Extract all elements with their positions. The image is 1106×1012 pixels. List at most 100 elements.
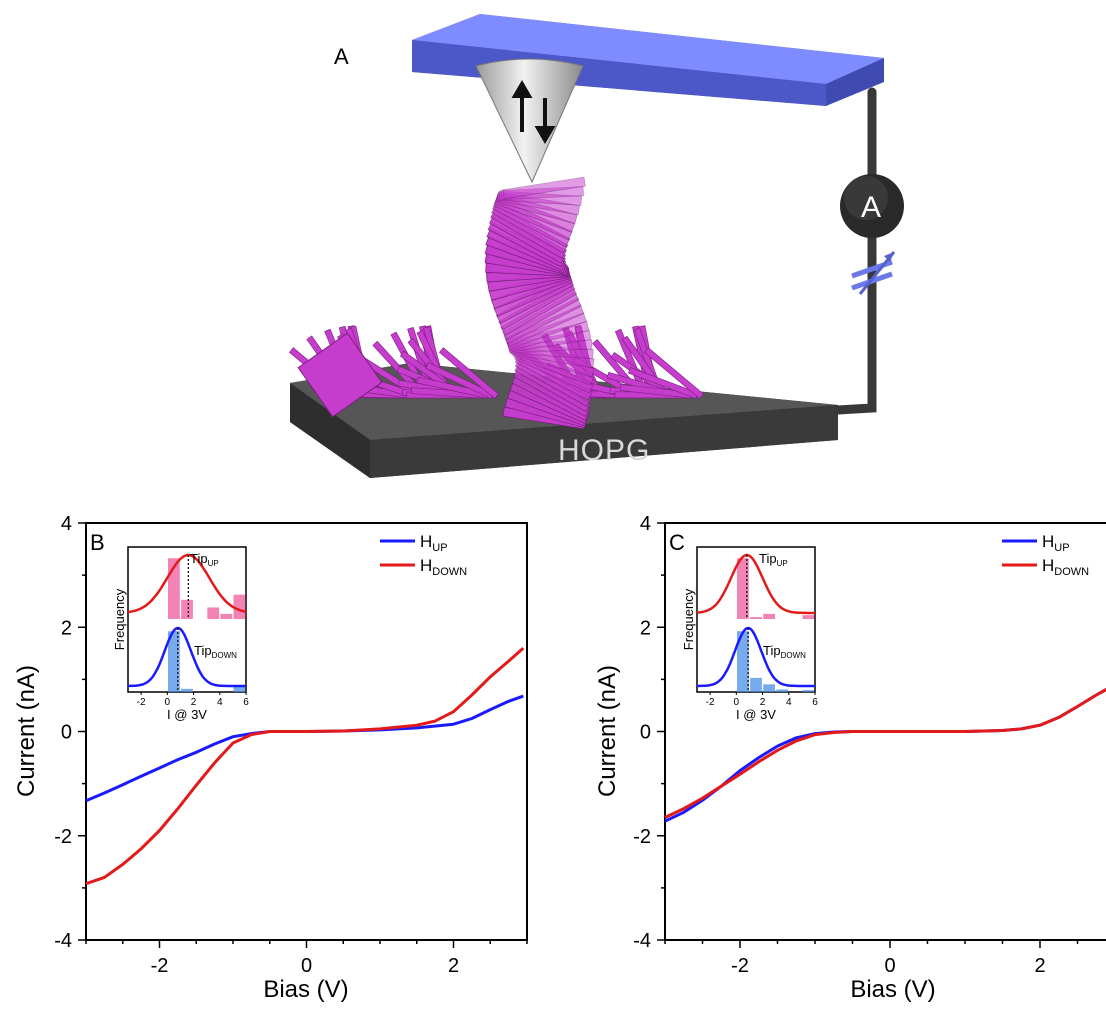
- inset-x-tick-label: 4: [786, 697, 792, 708]
- chart-c-panel-label: C: [669, 530, 685, 555]
- inset-y-axis-title: Frequency: [112, 588, 127, 650]
- inset-bar-up: [167, 558, 180, 619]
- voltage-source-icon: [851, 251, 896, 295]
- x-tick-label: 0: [301, 955, 312, 977]
- hopg-label: HOPG: [558, 434, 650, 467]
- svg-text:HDOWN: HDOWN: [420, 556, 467, 578]
- inset-x-tick-label: -2: [137, 697, 146, 708]
- legend-label-up-main: H: [420, 532, 432, 551]
- chart-b: -2 0 2 -4 -2 0 2 4 B Bias (V) Current (nA) HUP…: [13, 513, 528, 1003]
- inset-x-tick-label: -2: [706, 697, 715, 708]
- helix-end-plate: [297, 332, 383, 418]
- x-tick-label: -2: [731, 955, 749, 977]
- svg-text:HUP: HUP: [420, 532, 448, 554]
- x-tick-label: -2: [151, 955, 169, 977]
- y-tick-label: -4: [54, 930, 72, 952]
- chart-c-x-axis-title: Bias (V): [850, 976, 935, 1003]
- inset-y-axis-title: Frequency: [681, 588, 696, 650]
- y-tick-label: 2: [61, 617, 72, 639]
- cantilever: [412, 14, 884, 106]
- chart-b-legend: HUP HDOWN: [380, 532, 467, 578]
- inset-fit-down: [697, 626, 815, 688]
- inset-bar-up: [763, 613, 776, 619]
- inset-bar-down: [736, 631, 749, 692]
- svg-text:HDOWN: HDOWN: [1042, 556, 1089, 578]
- helix-standing: [484, 176, 595, 430]
- helix-plate: [644, 347, 704, 400]
- chart-b-y-ticks: -4 -2 0 2 4: [54, 513, 86, 952]
- y-tick-label: -4: [633, 930, 651, 952]
- inset-fit-up: [127, 553, 247, 614]
- legend-label-up-sub: UP: [1054, 542, 1069, 554]
- inset-bar-up: [233, 594, 246, 619]
- series-line-up: [85, 694, 524, 803]
- x-tick-label: 0: [884, 955, 895, 977]
- inset-bar-up: [207, 607, 220, 619]
- svg-text:HUP: HUP: [1042, 532, 1070, 554]
- legend-label-down-sub: DOWN: [432, 566, 467, 578]
- spin-arrows-icon: [511, 80, 556, 144]
- inset-label-down: TipDOWN: [763, 643, 806, 660]
- chart-c-y-ticks: -4 -2 0 2 4: [633, 513, 665, 952]
- legend-label-down-main: H: [1042, 556, 1054, 575]
- inset-bar-down: [776, 689, 789, 692]
- inset-bar-up: [181, 599, 193, 619]
- inset-x-tick-label: 0: [165, 697, 171, 708]
- inset-x-tick-label: 0: [734, 697, 740, 708]
- chart-c-legend: HUP HDOWN: [1002, 532, 1089, 578]
- chart-b-x-ticks: -2 0 2: [85, 940, 528, 977]
- legend-label-down-main: H: [420, 556, 432, 575]
- circuit-wire: [833, 87, 877, 415]
- inset-bar-down: [750, 677, 762, 692]
- series-line-down: [85, 646, 525, 886]
- y-tick-label: 4: [640, 513, 651, 535]
- y-tick-label: 0: [61, 722, 72, 744]
- y-tick-label: 4: [61, 513, 72, 535]
- inset-x-tick-label: 6: [243, 697, 249, 708]
- inset-label-up: TipUP: [759, 551, 788, 568]
- inset-label-down: TipDOWN: [194, 643, 237, 660]
- inset-bar-down: [763, 684, 776, 692]
- inset-label-up: TipUP: [190, 551, 219, 568]
- inset-bar-down: [181, 688, 193, 692]
- chart-b-panel-label: B: [90, 530, 105, 555]
- y-tick-label: -2: [633, 826, 651, 848]
- chart-c-y-axis-title: Current (nA): [594, 665, 621, 797]
- inset-x-tick-label: 6: [812, 697, 818, 708]
- y-tick-label: 0: [640, 722, 651, 744]
- inset-bar-down: [233, 686, 246, 692]
- inset-x-tick-label: 2: [191, 697, 197, 708]
- inset-x-tick-label: 4: [217, 697, 223, 708]
- inset-bar-down: [802, 690, 815, 692]
- setup-schematic: A HOPG: [289, 14, 904, 478]
- inset-x-axis-title: I @ 3V: [167, 707, 207, 722]
- chart-c-inset: -2 0 2 4 6 I @ 3V Frequency TipUP TipDOWN: [681, 546, 818, 722]
- inset-bar-up: [802, 615, 815, 619]
- series-line-down: [664, 687, 1106, 819]
- chart-b-y-axis-title: Current (nA): [13, 665, 40, 797]
- helix-plate: [502, 176, 586, 200]
- legend-label-up-main: H: [1042, 532, 1054, 551]
- series-line-up: [664, 687, 1106, 823]
- inset-bar-up: [750, 617, 762, 619]
- helical-molecules: [289, 176, 704, 430]
- inset-bar-up: [220, 613, 233, 619]
- chart-b-x-axis-title: Bias (V): [263, 976, 348, 1003]
- chart-c-x-ticks: -2 0 2: [664, 940, 1079, 977]
- chart-b-inset: -2 0 2 4 6 I @ 3V Frequency TipUP TipDOWN: [112, 546, 249, 722]
- helix-plate: [439, 347, 499, 400]
- chart-c-series: [664, 687, 1106, 823]
- chart-c: -2 0 2 -4 -2 0 2 4 C Bias (V) Current (nA) HUP…: [594, 513, 1106, 1003]
- inset-fit-up: [696, 553, 815, 615]
- inset-frame: [696, 546, 816, 693]
- chart-b-series: [85, 646, 525, 886]
- inset-bar-up: [736, 558, 749, 619]
- y-tick-label: -2: [54, 826, 72, 848]
- panel-a-label: A: [334, 44, 349, 69]
- x-tick-label: 2: [1034, 955, 1045, 977]
- legend-label-up-sub: UP: [432, 542, 447, 554]
- legend-label-down-sub: DOWN: [1054, 566, 1089, 578]
- y-tick-label: 2: [640, 617, 651, 639]
- ammeter-label: A: [861, 191, 881, 224]
- inset-fit-down: [127, 626, 246, 688]
